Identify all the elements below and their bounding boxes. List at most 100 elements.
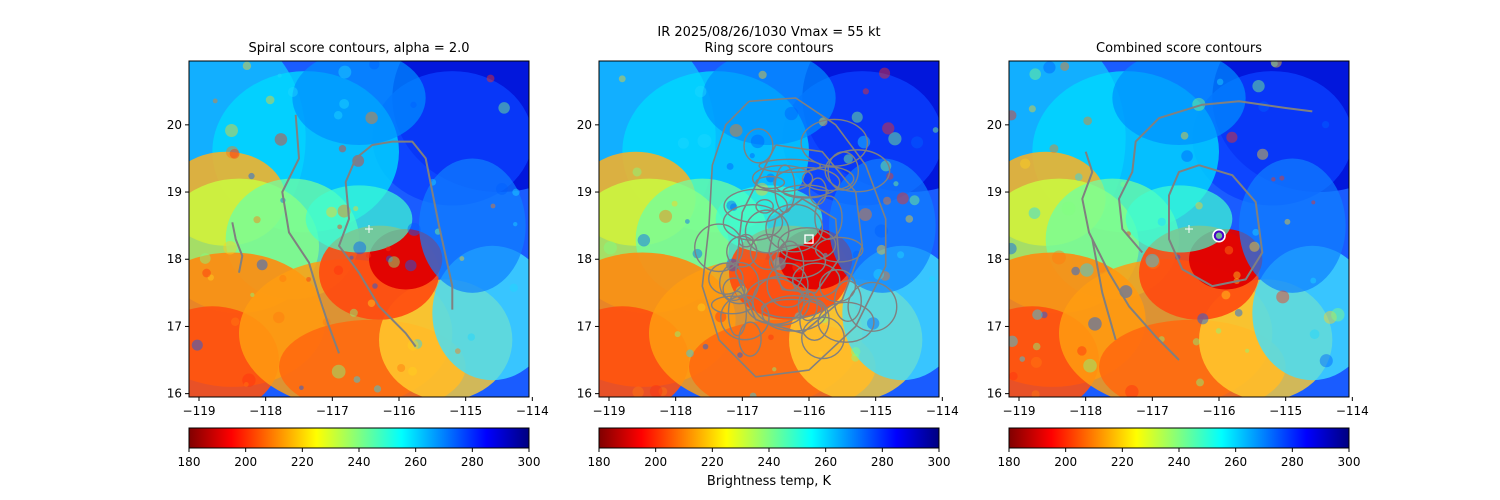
colorbar-tick-label: 280 [1281,455,1304,469]
x-tick-label: −119 [1003,404,1036,418]
contour-line [827,151,860,191]
y-tick-label: 19 [987,185,1002,199]
colorbar-tick-label: 200 [1054,455,1077,469]
contour-line [751,164,814,193]
colorbar-tick-label: 240 [348,455,371,469]
contour-line [847,281,898,332]
colorbar-tick-label: 260 [1224,455,1247,469]
contour-line [755,198,774,214]
colorbar-tick-label: 180 [178,455,201,469]
contour-line [338,140,454,348]
x-tick-label: −118 [1069,404,1102,418]
contour-line [801,316,845,360]
colorbar-tick-label: 240 [1168,455,1191,469]
y-tick-label: 18 [987,252,1002,266]
colorbar-tick-label: 260 [814,455,837,469]
contour-line [694,223,744,273]
x-tick-label: −115 [449,404,482,418]
colorbar [598,427,940,449]
heatmap-field [599,61,939,397]
contour-line [722,204,784,241]
colorbar-label: Brightness temp, K [707,474,832,489]
colorbar-tick-label: 220 [1111,455,1134,469]
y-tick-label: 20 [987,118,1002,132]
x-tick-label: −118 [659,404,692,418]
panel-title: Spiral score contours, alpha = 2.0 [248,41,469,56]
x-tick-label: −117 [316,404,349,418]
colorbar [188,427,530,449]
colorbar-tick-label: 220 [291,455,314,469]
axes-frame [188,60,530,398]
colorbar-tick-label: 300 [1338,455,1361,469]
x-tick-label: −116 [793,404,826,418]
axes-frame [1008,60,1350,398]
colorbar-tick-label: 200 [644,455,667,469]
y-tick-label: 17 [987,319,1002,333]
contour-line [761,294,827,332]
contour-line [708,262,744,295]
contour-group [694,97,898,378]
colorbar [1008,427,1350,449]
colorbar-tick-label: 280 [871,455,894,469]
x-tick-label: −118 [249,404,282,418]
contour-line [749,233,788,271]
contour-line [792,262,841,298]
contour-line [760,298,823,319]
x-tick-label: −115 [859,404,892,418]
y-tick-label: 16 [987,387,1002,401]
contour-line [755,175,786,190]
figure-suptitle: IR 2025/08/26/1030 Vmax = 55 kt [657,25,880,40]
colorbar-tick-label: 240 [758,455,781,469]
contour-group [1081,100,1313,361]
contour-line [814,195,843,241]
x-tick-label: −114 [926,404,959,418]
center-marker [804,234,814,244]
contour-line [743,128,774,164]
contour-group [231,114,454,354]
contour-line [231,222,244,273]
contour-line [720,294,770,341]
contour-line [1118,100,1313,254]
contour-line [723,188,788,224]
contour-line [777,227,837,262]
y-tick-label: 18 [577,252,592,266]
colorbar-tick-label: 260 [404,455,427,469]
center-marker [365,225,373,233]
axes-frame [598,60,940,398]
y-tick-label: 20 [577,118,592,132]
contour-line [774,240,805,292]
x-tick-label: −119 [593,404,626,418]
contour-line [718,261,760,305]
contour-line [833,280,862,322]
contour-line [752,275,811,326]
x-tick-label: −119 [183,404,216,418]
colorbar-tick-label: 200 [234,455,257,469]
contour-line [710,295,754,315]
panel-title: Ring score contours [704,41,833,56]
center-marker [1185,225,1193,233]
y-tick-label: 19 [167,185,182,199]
x-tick-label: −114 [1336,404,1369,418]
contour-line [800,118,869,167]
contour-line [722,277,746,302]
contour-line [818,269,857,303]
contour-line [768,244,827,279]
x-tick-label: −117 [1136,404,1169,418]
contour-line [701,97,887,378]
y-tick-label: 19 [577,185,592,199]
x-tick-label: −117 [726,404,759,418]
panel-title: Combined score contours [1096,41,1262,56]
contour-line [814,236,864,263]
x-tick-label: −116 [1203,404,1236,418]
colorbar-tick-label: 300 [928,455,951,469]
colorbar-tick-label: 180 [588,455,611,469]
colorbar-tick-label: 300 [518,455,541,469]
y-tick-label: 17 [167,319,182,333]
spiral-score-panel: Spiral score contours, alpha = 2.0 −119 −1… [167,41,549,469]
colorbar-tick-label: 220 [701,455,724,469]
contour-line [1081,151,1180,361]
y-tick-label: 20 [167,118,182,132]
y-tick-label: 17 [577,319,592,333]
colorbar-tick-label: 280 [461,455,484,469]
